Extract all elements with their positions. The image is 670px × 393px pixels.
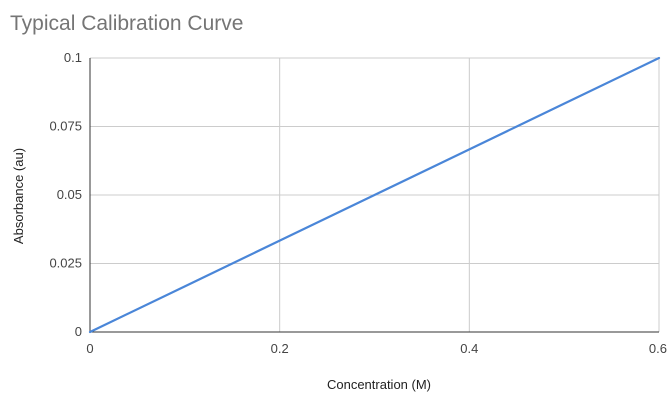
series-line [88,56,661,334]
tick-labels: 0 0.025 0.05 0.075 0.1 0 0.2 0.4 0.6 [49,50,667,356]
y-tick-label: 0.025 [49,256,82,271]
x-axis-title: Concentration (M) [327,377,431,392]
y-tick-label: 0 [75,324,82,339]
y-tick-label: 0.075 [49,119,82,134]
gridlines [90,57,660,332]
x-tick-label: 0.6 [649,341,667,356]
y-tick-label: 0.1 [64,50,82,65]
series-layer [88,56,661,334]
y-axis-title: Absorbance (au) [11,148,26,244]
x-tick-label: 0 [86,341,93,356]
y-tick-label: 0.05 [57,187,82,202]
x-tick-label: 0.2 [271,341,289,356]
axes [89,58,659,333]
chart-title: Typical Calibration Curve [10,12,243,35]
x-tick-label: 0.4 [460,341,478,356]
